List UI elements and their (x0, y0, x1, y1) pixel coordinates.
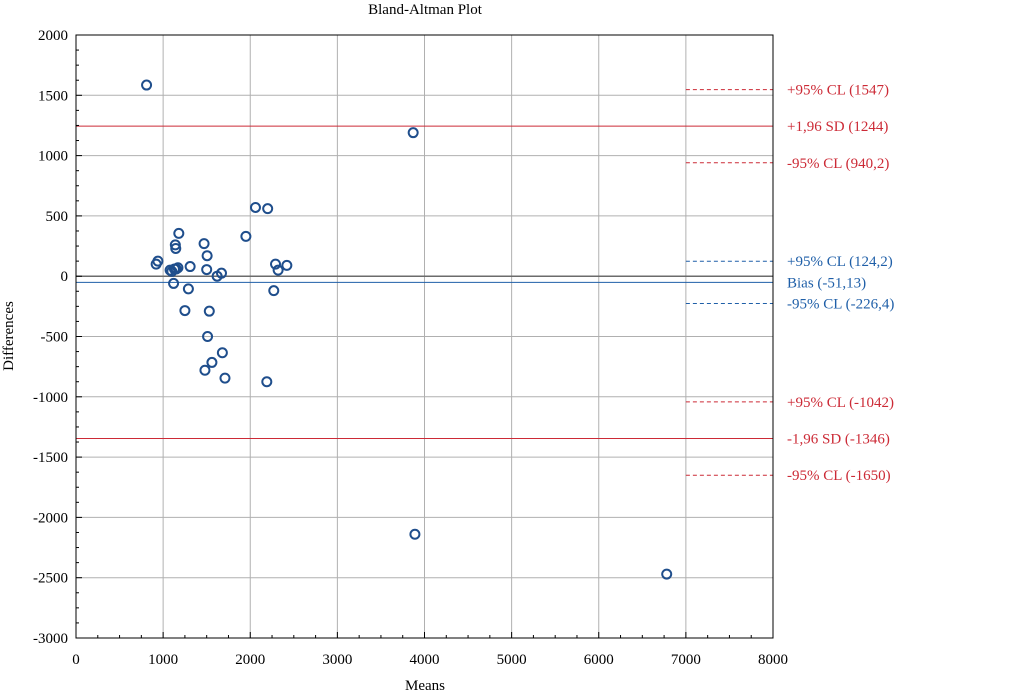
data-point (215, 267, 227, 279)
data-point (168, 277, 180, 289)
x-tick-label: 4000 (410, 652, 440, 668)
chart-title: Bland-Altman Plot (368, 2, 483, 18)
y-tick-label: -1000 (33, 390, 68, 406)
axis-ticks: 0 1000 2000 3000 4000 5000 6000 7000 80002000150… (33, 28, 788, 668)
data-point (270, 258, 282, 270)
reference-line-label: -95% CL (940,2) (787, 156, 889, 172)
data-point (201, 264, 213, 276)
data-point (152, 255, 164, 267)
data-point (219, 372, 231, 384)
data-point (409, 528, 421, 540)
data-point (240, 230, 252, 242)
reference-line-label: -95% CL (-226,4) (787, 297, 894, 313)
data-point (198, 238, 210, 250)
grid-lines (76, 35, 773, 638)
x-tick-label: 0 (72, 652, 80, 668)
x-tick-label: 8000 (758, 652, 788, 668)
data-point (272, 264, 284, 276)
data-point (184, 261, 196, 273)
data-point (202, 331, 214, 342)
y-tick-label: -2500 (33, 571, 68, 587)
reference-line-label: Bias (-51,13) (787, 275, 866, 291)
data-point (206, 356, 218, 368)
y-tick-label: 1000 (38, 149, 68, 165)
data-point (141, 79, 153, 91)
data-point (182, 283, 194, 295)
y-tick-label: 0 (61, 269, 69, 285)
data-point (661, 568, 673, 580)
reference-line-label: +95% CL (-1042) (787, 395, 894, 411)
reference-line-label: +95% CL (1547) (787, 83, 889, 99)
x-tick-label: 2000 (235, 652, 265, 668)
x-tick-label: 1000 (148, 652, 178, 668)
y-tick-label: -2000 (33, 510, 68, 526)
data-point (199, 364, 211, 376)
y-axis-label: Differences (1, 301, 17, 371)
y-tick-label: -3000 (33, 631, 68, 647)
data-point (201, 250, 213, 262)
x-tick-label: 7000 (671, 652, 701, 668)
reference-line-label: +95% CL (124,2) (787, 254, 893, 270)
y-tick-label: -1500 (33, 450, 68, 466)
data-point (281, 259, 293, 271)
data-point (203, 305, 215, 317)
data-point (261, 376, 273, 388)
data-point (216, 347, 228, 359)
data-point (170, 242, 182, 254)
y-tick-label: 1500 (38, 88, 68, 104)
data-point (173, 227, 185, 239)
x-tick-label: 3000 (322, 652, 352, 668)
reference-lines: +95% CL (1547) +1,96 SD (1244) -95% CL (94… (76, 83, 894, 484)
x-axis-label: Means (405, 678, 445, 694)
y-tick-label: -500 (41, 330, 69, 346)
data-point (268, 285, 280, 297)
data-point (179, 305, 191, 317)
y-tick-label: 2000 (38, 28, 68, 44)
x-tick-label: 5000 (497, 652, 527, 668)
reference-line-label: -1,96 SD (-1346) (787, 432, 890, 448)
x-tick-label: 6000 (584, 652, 614, 668)
data-point (262, 203, 274, 215)
data-point (249, 201, 261, 213)
reference-line-label: +1,96 SD (1244) (787, 119, 888, 135)
y-tick-label: 500 (46, 209, 69, 225)
reference-line-label: -95% CL (-1650) (787, 468, 891, 484)
data-points (141, 79, 673, 580)
data-point (407, 127, 419, 139)
data-point (172, 262, 184, 274)
